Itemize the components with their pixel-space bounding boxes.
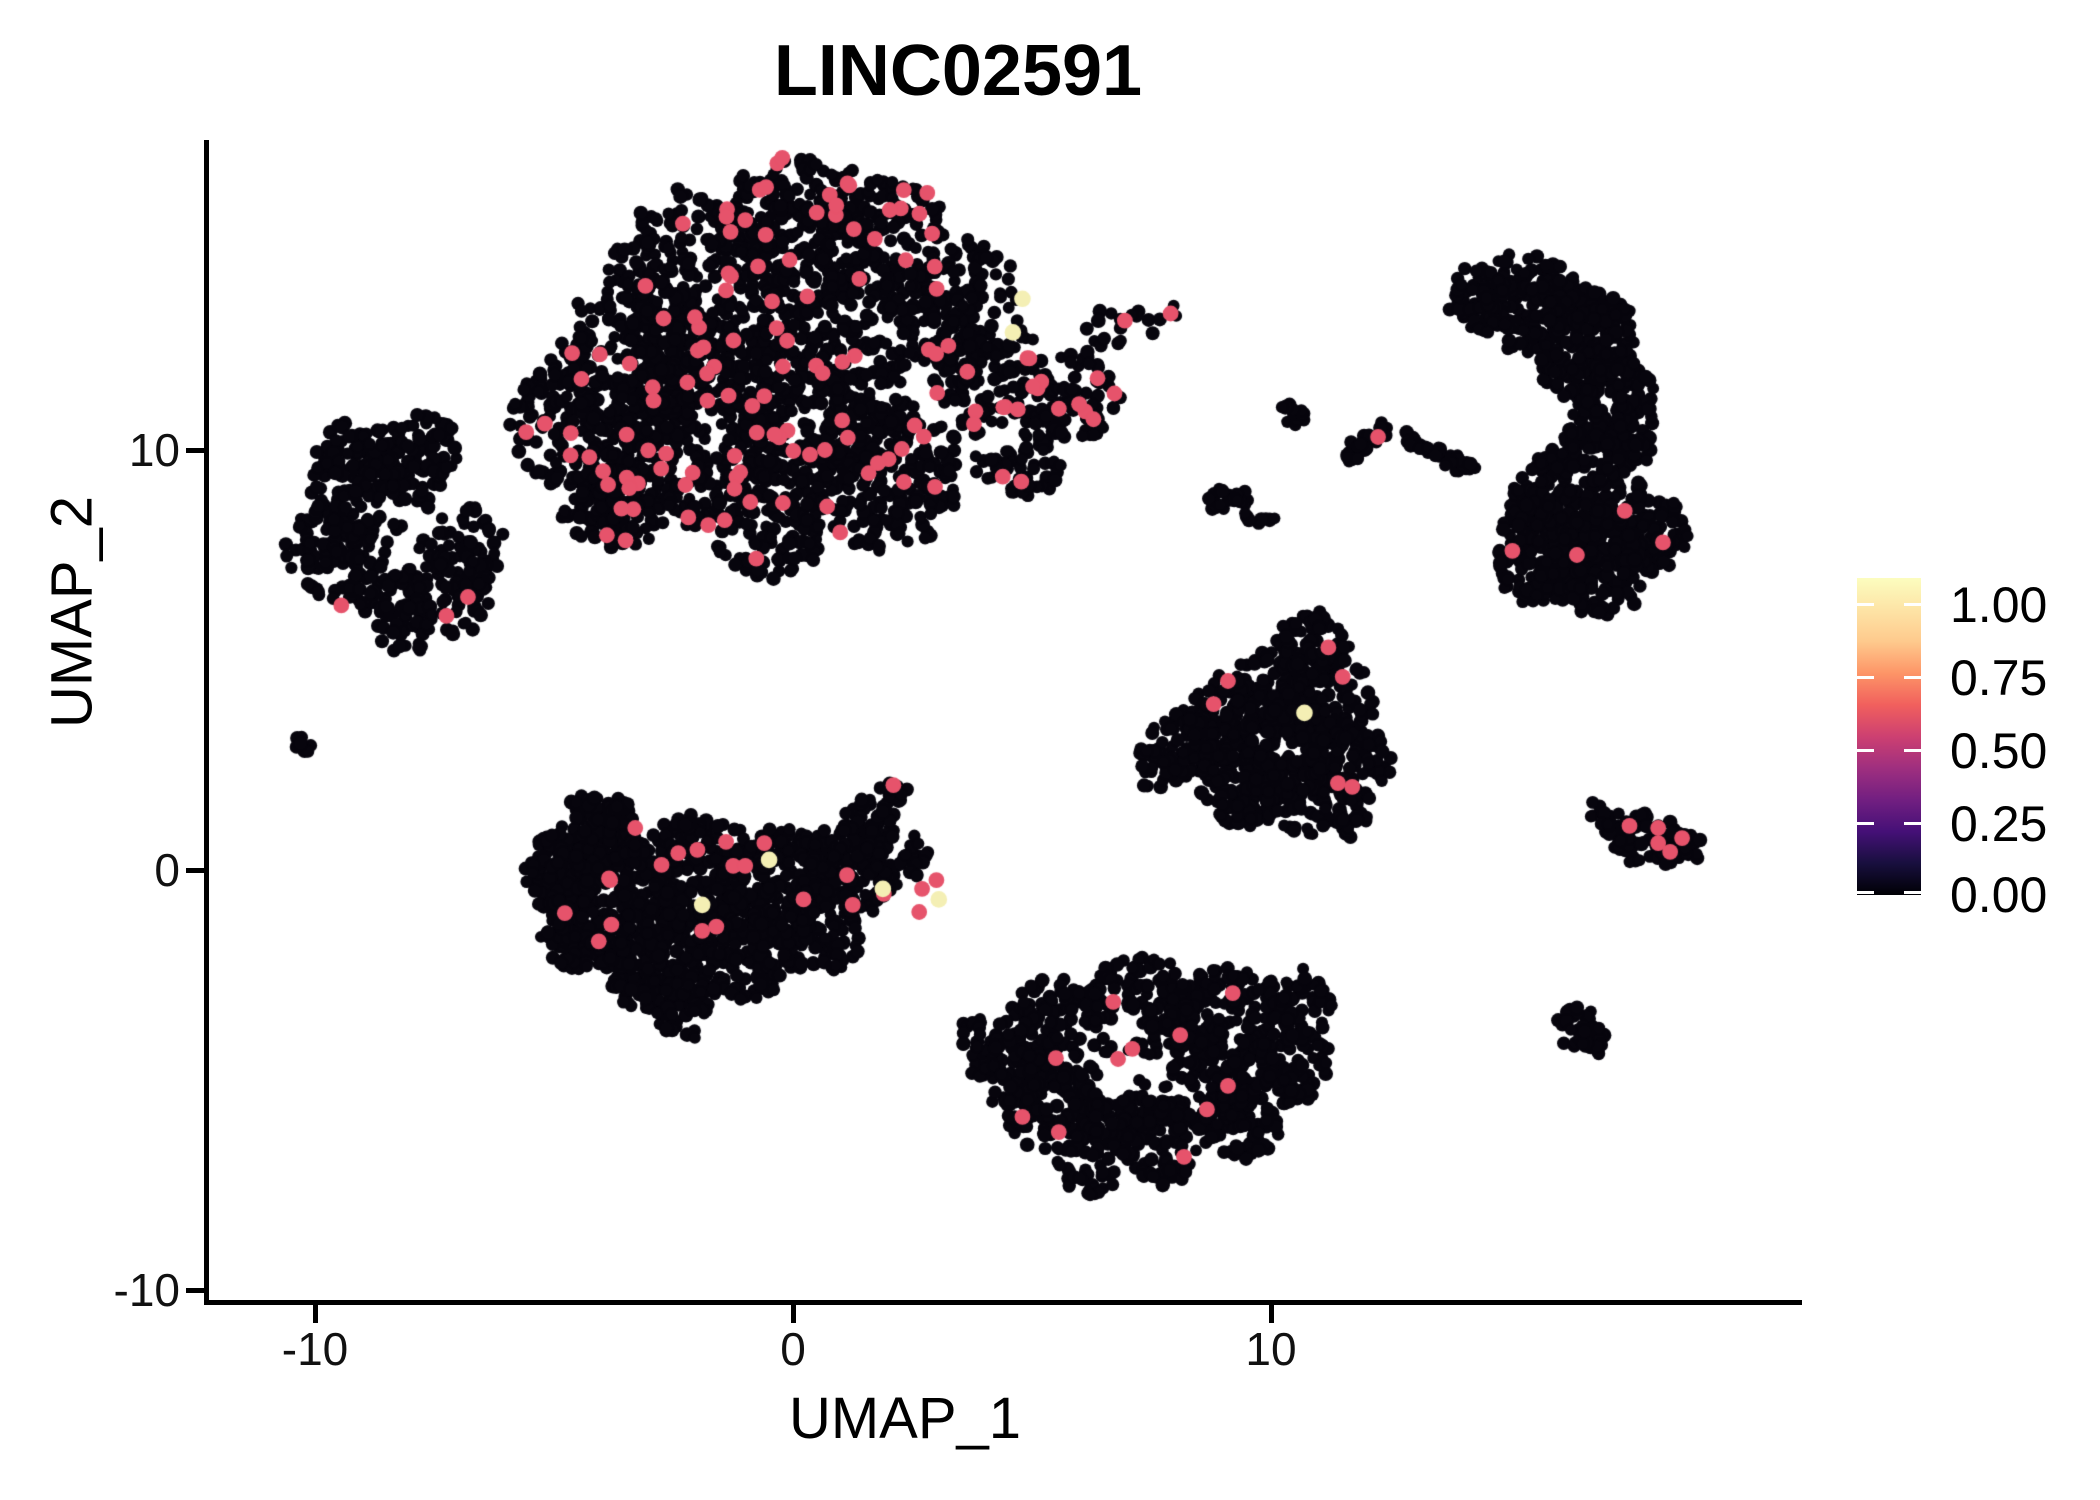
colorbar-label: 0.75 <box>1950 650 2048 706</box>
y-tick-mark <box>186 448 204 453</box>
colorbar-tick <box>1857 749 1874 752</box>
y-tick-mark <box>186 1288 204 1293</box>
y-tick-label: 10 <box>128 424 180 476</box>
colorbar-tick <box>1857 603 1874 606</box>
x-tick-mark <box>313 1305 318 1323</box>
y-axis-line <box>204 140 209 1302</box>
colorbar-label: 0.00 <box>1950 867 2048 923</box>
y-tick-label: -10 <box>113 1264 180 1316</box>
x-tick-label: 0 <box>780 1323 806 1375</box>
colorbar-label: 1.00 <box>1950 577 2048 633</box>
y-tick-label: 0 <box>154 844 180 896</box>
colorbar-label: 0.25 <box>1950 796 2048 852</box>
colorbar-tick <box>1904 822 1921 825</box>
colorbar-tick <box>1904 676 1921 679</box>
colorbar-tick <box>1904 603 1921 606</box>
colorbar-tick <box>1904 891 1921 894</box>
x-tick-label: 10 <box>1245 1323 1297 1375</box>
colorbar-tick <box>1857 822 1874 825</box>
colorbar-tick <box>1904 749 1921 752</box>
colorbar-tick <box>1857 676 1874 679</box>
x-tick-label: -10 <box>281 1323 349 1375</box>
x-axis-title: UMAP_1 <box>788 1386 1022 1451</box>
colorbar-label: 0.50 <box>1950 723 2048 779</box>
y-tick-mark <box>186 868 204 873</box>
colorbar-gradient <box>1857 578 1921 895</box>
y-axis-title: UMAP_2 <box>39 495 105 729</box>
x-axis-line <box>204 1300 1802 1305</box>
plot-title: LINC02591 <box>773 31 1143 111</box>
x-tick-mark <box>1269 1305 1274 1323</box>
x-tick-mark <box>791 1305 796 1323</box>
colorbar-tick <box>1857 891 1874 894</box>
